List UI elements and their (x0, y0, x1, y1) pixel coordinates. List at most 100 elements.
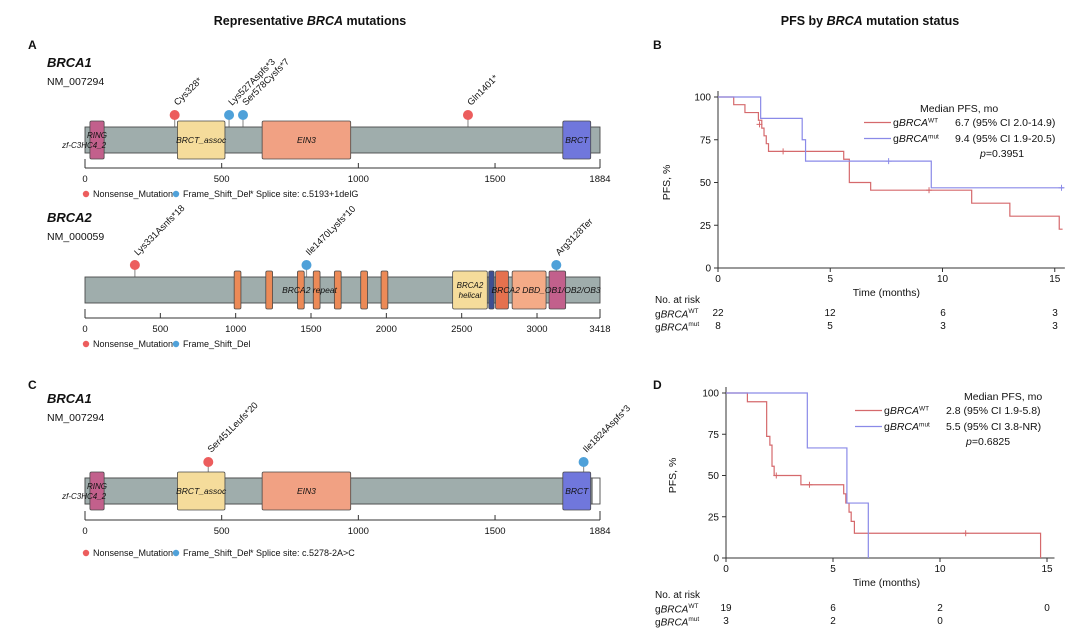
y-tick-label: 50 (708, 471, 720, 482)
domain-box (233, 270, 242, 310)
domain-box (452, 270, 488, 310)
domain-sublabel: zf-C3HC4_2 (61, 141, 107, 150)
nonsense-legend-dot (82, 340, 90, 348)
risk-row-label: gBRCAWT (655, 603, 699, 616)
risk-count: 22 (712, 308, 724, 319)
legend-median-value: 6.7 (95% CI 2.0-14.9) (955, 117, 1055, 129)
legend-series-name: gBRCAWT (893, 117, 938, 129)
domain-box (562, 120, 592, 160)
x-tick-label: 15 (1049, 274, 1061, 285)
aa-tick-label: 2500 (451, 324, 472, 335)
y-axis-title: PFS, % (667, 458, 679, 494)
domain-label: BRCA2 (457, 281, 484, 290)
legend-label: Frame_Shift_Del (183, 189, 251, 199)
domain-box (562, 471, 592, 511)
domain-box (511, 270, 547, 310)
y-tick-label: 0 (705, 264, 711, 275)
domain-box (312, 270, 321, 310)
aa-tick-label: 1500 (300, 324, 321, 335)
km-plot-d: 0 25 50 75 100 0 5 10 15 Time (months) PFS, % Media… (667, 387, 1055, 589)
legend-series-name: gBRCAmut (884, 421, 930, 433)
y-tick-label: 0 (713, 554, 719, 565)
risk-count: 5 (827, 321, 833, 332)
risk-table-title: No. at risk (655, 295, 701, 306)
legend-median-value: 5.5 (95% CI 3.8-NR) (946, 421, 1041, 433)
risk-row-label: gBRCAmut (655, 616, 700, 629)
domain-box (548, 270, 567, 310)
domain-box (176, 471, 226, 511)
panel-letter-a: A (28, 38, 37, 52)
right-title-pre: PFS by (780, 14, 827, 28)
risk-count: 3 (1052, 321, 1058, 332)
x-axis-title: Time (months) (853, 287, 920, 299)
y-tick-label: 100 (694, 93, 711, 104)
mutation-dot (462, 110, 473, 120)
legend-median-value: 9.4 (95% CI 1.9-20.5) (955, 133, 1055, 145)
domain-box (89, 471, 105, 511)
risk-count: 3 (1052, 308, 1058, 319)
transcript-brca2: NM_000059 (47, 231, 105, 243)
right-title-gene: BRCA (826, 14, 863, 28)
aa-tick-label: 0 (82, 174, 87, 185)
aa-tick-label: 2000 (376, 324, 397, 335)
domain-label: BRCT (565, 135, 589, 145)
aa-tick-label: 1500 (484, 174, 505, 185)
y-tick-label: 25 (708, 512, 720, 523)
left-column-title: Representative BRCA mutations (0, 14, 620, 28)
nonsense-legend-dot (82, 190, 90, 198)
p-value: p=0.3951 (979, 148, 1024, 160)
mutation-label: Lys331Asnfs*18 (132, 203, 186, 257)
x-tick-label: 15 (1041, 564, 1053, 575)
km-curve-mut (718, 96, 1064, 189)
aa-tick-label: 500 (214, 526, 230, 537)
aa-tick-label: 0 (82, 526, 87, 537)
risk-count: 6 (940, 308, 946, 319)
y-tick-label: 75 (708, 430, 720, 441)
legend-median-value: 2.8 (95% CI 1.9-5.8) (946, 405, 1041, 417)
aa-tick-label: 0 (82, 324, 87, 335)
risk-count: 0 (1044, 603, 1050, 614)
legend-header: Median PFS, mo (964, 391, 1042, 403)
mutation-dot (237, 110, 248, 120)
legend-series-name: gBRCAmut (893, 133, 939, 145)
y-tick-label: 25 (700, 221, 712, 232)
aa-tick-label: 1884 (589, 526, 610, 537)
domain-label: RING (87, 482, 107, 491)
mutation-dot (301, 260, 312, 270)
mutation-label: Ser451Leufs*20 (206, 400, 260, 454)
mutation-label: Ile1470Lysfs*10 (304, 204, 358, 258)
risk-count: 0 (937, 616, 943, 627)
y-tick-label: 50 (700, 178, 712, 189)
risk-table-title: No. at risk (655, 590, 701, 601)
legend-label: Frame_Shift_Del (183, 548, 251, 558)
aa-tick-label: 1884 (589, 174, 610, 185)
y-tick-label: 100 (702, 389, 719, 400)
risk-count: 8 (715, 321, 721, 332)
nonsense-legend-dot (82, 549, 90, 557)
domain-label: EIN3 (297, 486, 316, 496)
aa-tick-label: 500 (214, 174, 230, 185)
left-title-post: mutations (343, 14, 407, 28)
mutation-label: Arg3128Ter (554, 216, 595, 257)
domain-box (495, 270, 509, 310)
aa-tick-label: 1500 (484, 526, 505, 537)
risk-row-label: gBRCAWT (655, 308, 699, 321)
domain-label: EIN3 (297, 135, 316, 145)
y-tick-label: 75 (700, 135, 712, 146)
mutation-label: Gln1401* (465, 73, 500, 108)
mutation-label: Ile1824Aspfs*3 (581, 403, 632, 454)
domain-box (488, 270, 495, 310)
legend-label: Nonsense_Mutation (93, 548, 173, 558)
km-plot-b: 0 25 50 75 100 0 5 10 15 Time (months) PFS, % Media… (661, 91, 1065, 299)
domain-label: RING (87, 131, 107, 140)
aa-tick-label: 1000 (225, 324, 246, 335)
domain-box (380, 270, 389, 310)
left-title-gene: BRCA (306, 14, 343, 28)
right-title-post: mutation status (862, 14, 960, 28)
aa-tick-label: 3000 (526, 324, 547, 335)
mutation-dot (578, 457, 589, 467)
aa-tick-label: 3418 (589, 324, 610, 335)
legend-header: Median PFS, mo (920, 103, 998, 115)
